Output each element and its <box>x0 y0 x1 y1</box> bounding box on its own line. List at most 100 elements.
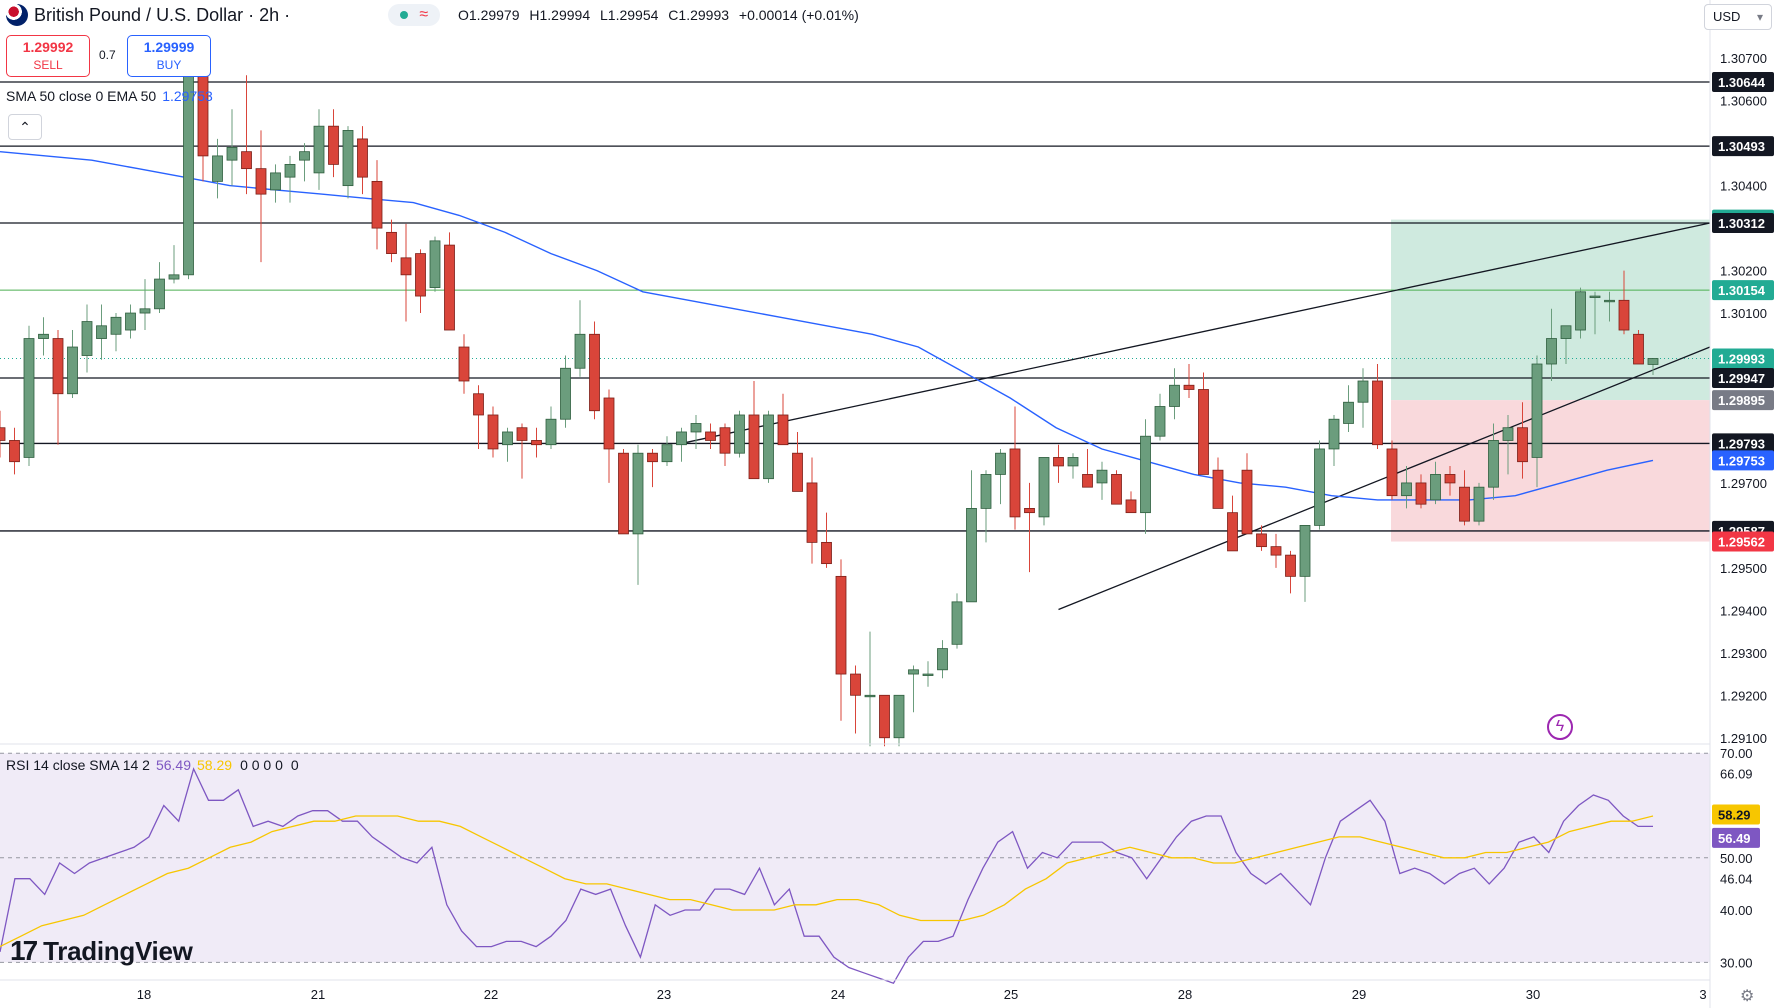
price-tag-label: 1.30154 <box>1718 283 1766 298</box>
candle-body <box>1140 435 1151 514</box>
price-tick-label: 1.30700 <box>1720 51 1767 66</box>
price-tag-label: 1.29993 <box>1718 351 1765 366</box>
sell-button[interactable]: 1.29992 SELL <box>6 35 90 77</box>
sma-legend-value: 1.29753 <box>162 88 213 104</box>
rsi-tick-label: 40.00 <box>1720 903 1753 918</box>
candle-body <box>676 431 687 446</box>
position-zones <box>1391 219 1710 542</box>
candle-body <box>632 452 644 535</box>
ohlc-open: O1.29979 <box>458 7 520 23</box>
price-tag <box>1712 368 1774 389</box>
rsi-tick-label: 66.09 <box>1720 767 1753 782</box>
price-tag-label: 1.29562 <box>1718 535 1765 550</box>
trendlines <box>681 222 1711 611</box>
time-tick-label: 22 <box>484 987 498 1002</box>
buy-price: 1.29999 <box>143 39 195 55</box>
candle-body <box>864 694 876 698</box>
candle-body <box>168 274 180 280</box>
candle-body <box>1546 338 1557 365</box>
currency-selector[interactable]: USD <box>1704 4 1772 30</box>
rsi-legend-extra: 0 0 0 0 <box>240 757 283 773</box>
sell-label: SELL <box>33 58 63 72</box>
rsi-tag <box>1712 827 1760 848</box>
candle-body <box>415 253 426 297</box>
candle-body <box>1256 533 1267 548</box>
time-tick-label: 24 <box>831 987 845 1002</box>
candle-body <box>81 321 93 356</box>
candle-body <box>1111 474 1122 505</box>
candle-body <box>1444 474 1456 484</box>
candle-body <box>661 444 673 463</box>
candle-body <box>1328 418 1340 450</box>
candle-body <box>96 325 107 339</box>
candle-body <box>1372 380 1383 446</box>
candle-body <box>1082 474 1093 488</box>
buy-label: BUY <box>156 58 182 72</box>
time-tick-label: 18 <box>137 987 151 1002</box>
candle-body <box>212 155 223 182</box>
settings-gear-icon[interactable]: ⚙ <box>1740 988 1755 1005</box>
collapse-legend-button[interactable]: ⌃ <box>8 114 42 140</box>
stop-loss-zone <box>1391 400 1710 542</box>
sma-legend[interactable]: SMA 50 close 0 EMA 50 1.29753 <box>6 88 213 104</box>
candle-body <box>1227 512 1238 552</box>
candle-body <box>328 125 339 165</box>
candle-body <box>1647 358 1659 365</box>
rsi-legend[interactable]: RSI 14 close SMA 14 2 56.49 58.29 0 0 0 0 0 <box>6 757 299 773</box>
candle-body <box>1618 299 1630 331</box>
candle-body <box>1285 554 1296 577</box>
candle-body <box>299 151 310 161</box>
rsi-pane <box>0 743 1710 984</box>
candle-body <box>937 648 948 671</box>
price-tag-label: 1.29793 <box>1718 436 1765 451</box>
candle-body <box>23 338 35 458</box>
alert-bolt-icon[interactable]: ϟ <box>1547 714 1573 740</box>
price-tick-label: 1.30200 <box>1720 264 1767 279</box>
candle-body <box>0 427 6 441</box>
candle-body <box>487 414 499 450</box>
candle-body <box>313 125 325 174</box>
rsi-legend-value: 56.49 <box>155 757 192 773</box>
price-tick-label: 1.30100 <box>1720 306 1767 321</box>
tradingview-logo[interactable]: 17 TradingView <box>10 935 193 967</box>
brand-name: TradingView <box>43 935 193 966</box>
candle-body <box>1575 291 1586 331</box>
candle-body <box>879 694 890 739</box>
time-tick-label: 21 <box>311 987 325 1002</box>
symbol-title[interactable]: British Pound / U.S. Dollar · 2h · <box>34 4 291 25</box>
candle-body <box>1038 457 1050 518</box>
ohlc-readout: O1.29979 H1.29994 L1.29954 C1.29993 +0.0… <box>458 7 865 23</box>
sma-legend-label: SMA 50 close 0 EMA 50 <box>6 88 157 104</box>
candle-body <box>1067 457 1079 467</box>
candle-body <box>1633 333 1644 365</box>
candle-body <box>270 172 281 191</box>
candle-body <box>951 601 963 645</box>
candle-body <box>966 508 977 603</box>
price-tag <box>1712 390 1774 411</box>
candle-body <box>531 440 542 446</box>
candle-body <box>1502 427 1514 441</box>
candle-body <box>38 333 49 339</box>
time-tick-label: 3 <box>1699 987 1706 1002</box>
candle-body <box>1473 486 1485 522</box>
candle-body <box>1270 546 1282 556</box>
candle-body <box>67 346 78 395</box>
market-status-pill[interactable]: ≈ <box>388 4 440 26</box>
candle-body <box>516 427 528 441</box>
candle-body <box>980 474 992 509</box>
candle-body <box>777 414 789 446</box>
candles <box>0 58 1659 747</box>
candle-body <box>371 180 383 229</box>
symbol-header[interactable]: British Pound / U.S. Dollar · 2h · <box>6 4 290 26</box>
candle-body <box>1430 474 1441 501</box>
candle-body <box>1459 486 1470 522</box>
price-tag <box>1712 280 1774 301</box>
horizontal-levels <box>0 81 1710 532</box>
rsi-sma-tag <box>1712 804 1760 825</box>
candle-body <box>574 333 586 369</box>
buy-button[interactable]: 1.29999 BUY <box>127 35 211 77</box>
rsi-tick-label: 46.04 <box>1720 871 1753 886</box>
candle-body <box>1169 384 1180 407</box>
candle-body <box>560 367 571 420</box>
